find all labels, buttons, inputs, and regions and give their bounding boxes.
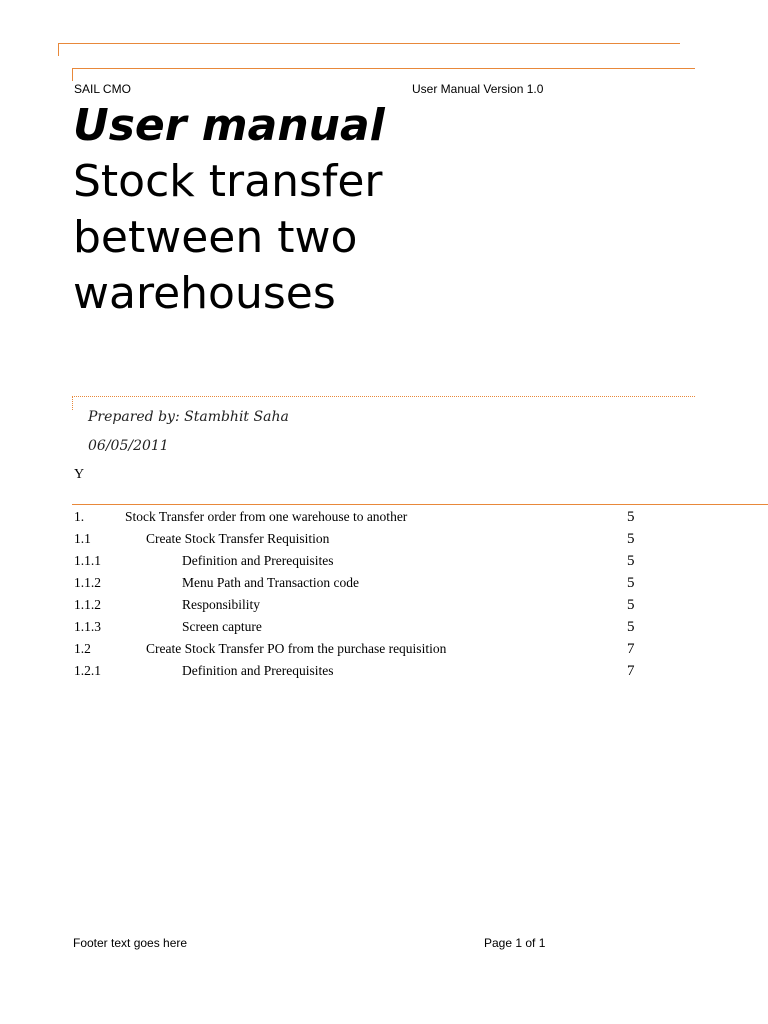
toc-entry[interactable]: 1.1.2 Menu Path and Transaction code 5	[74, 575, 674, 597]
subtitle-line: Stock transfer	[73, 156, 383, 207]
toc-number: 1.2.1	[74, 663, 101, 678]
toc-rule	[72, 504, 768, 505]
toc-title: Stock Transfer order from one warehouse …	[125, 509, 408, 524]
prepared-by: Prepared by: Stambhit Saha	[88, 409, 289, 425]
subtitle-line: warehouses	[73, 268, 336, 319]
document-title: User manual	[73, 100, 385, 151]
document-subtitle: Stock transfer between two warehouses	[73, 154, 673, 322]
toc-number: 1.1.1	[74, 553, 101, 568]
toc-number: 1.1.2	[74, 575, 101, 590]
header-rule	[72, 68, 695, 69]
toc-title: Responsibility	[182, 597, 261, 612]
toc-page-number: 5	[627, 597, 635, 613]
toc-title: Definition and Prerequisites	[182, 663, 334, 678]
toc-page-number: 5	[627, 509, 635, 525]
decorative-rule-top	[58, 43, 680, 44]
toc-title: Screen capture	[182, 619, 262, 634]
toc-title: Create Stock Transfer Requisition	[146, 531, 330, 546]
toc-entry[interactable]: 1. Stock Transfer order from one warehous…	[74, 509, 674, 531]
toc-entry[interactable]: 1.1.2 Responsibility 5	[74, 597, 674, 619]
dotted-rule	[72, 396, 695, 397]
toc-entry[interactable]: 1.1 Create Stock Transfer Requisition 5	[74, 531, 674, 553]
toc-entry[interactable]: 1.2.1 Definition and Prerequisites 7	[74, 663, 674, 685]
toc-page-number: 5	[627, 575, 635, 591]
subtitle-line: between two	[73, 212, 358, 263]
toc-number: 1.2	[74, 641, 91, 656]
toc-page-number: 5	[627, 619, 635, 635]
toc-title: Create Stock Transfer PO from the purcha…	[146, 641, 447, 656]
toc-page-number: 5	[627, 531, 635, 547]
toc-number: 1.1.3	[74, 619, 101, 634]
toc-page-number: 5	[627, 553, 635, 569]
toc-entry[interactable]: 1.1.3 Screen capture 5	[74, 619, 674, 641]
header-right: User Manual Version 1.0	[412, 82, 544, 96]
toc-number: 1.	[74, 509, 85, 524]
toc-page-number: 7	[627, 663, 635, 679]
decorative-rule-tick	[58, 43, 59, 56]
dotted-rule-tick	[72, 396, 73, 410]
stray-character: Y	[74, 467, 85, 482]
toc-page-number: 7	[627, 641, 635, 657]
footer-left: Footer text goes here	[73, 936, 188, 950]
header-rule-tick	[72, 68, 73, 81]
document-date: 06/05/2011	[88, 438, 169, 454]
toc-entry[interactable]: 1.1.1 Definition and Prerequisites 5	[74, 553, 674, 575]
toc-title: Menu Path and Transaction code	[182, 575, 359, 590]
toc-entry[interactable]: 1.2 Create Stock Transfer PO from the pur…	[74, 641, 674, 663]
header-left: SAIL CMO	[74, 82, 131, 96]
toc-number: 1.1	[74, 531, 91, 546]
footer-page-number: Page 1 of 1	[484, 936, 546, 950]
toc-title: Definition and Prerequisites	[182, 553, 334, 568]
toc-number: 1.1.2	[74, 597, 101, 612]
